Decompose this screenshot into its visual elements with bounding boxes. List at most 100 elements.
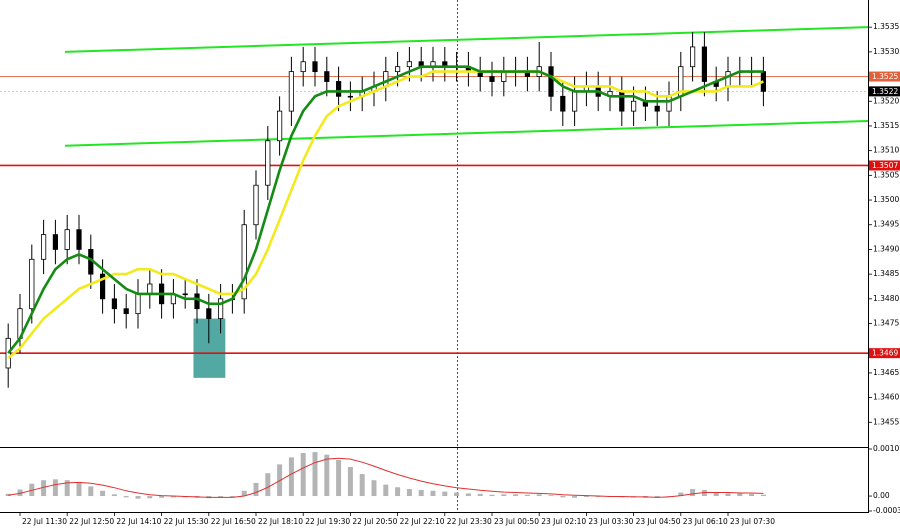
candle-body [217,298,224,319]
macd-signal [8,457,764,498]
price-tag-label: 1.3525 [872,72,898,81]
y-tick-label: 1.3455 [873,417,899,426]
candle-body [123,308,129,315]
macd-bar [170,496,176,498]
y-tick-label: 1.3465 [873,368,899,377]
candle-body [41,234,47,260]
x-tick-label: 23 Jul 00:50 [494,517,539,526]
x-tick-label: 22 Jul 20:50 [352,517,397,526]
candle-body [182,293,188,296]
y-tick-label: 0.00107 [873,444,900,453]
macd-bar [371,480,377,497]
candle-body [111,298,117,310]
macd-bar [159,496,165,498]
x-tick-label: 23 Jul 06:10 [683,517,728,526]
macd-bar [536,494,542,497]
x-tick-label: 23 Jul 07:30 [730,517,775,526]
candle-body [312,61,318,73]
candle-body [619,90,625,112]
candle-body [654,105,660,112]
y-tick-label: -0.00034 [873,506,900,515]
macd-bar [406,489,412,497]
macd-bar [737,493,743,497]
macd-bar [548,495,554,497]
x-tick-label: 22 Jul 14:10 [116,517,161,526]
macd-bar [100,490,106,497]
macd-bar [442,491,448,497]
candle-body [666,95,672,112]
candle-body [29,258,35,310]
macd-bar [678,492,684,497]
macd-bar [88,486,94,497]
y-tick-label: 1.3535 [873,22,899,31]
candle-body [335,81,342,97]
y-tick-label: 1.3510 [873,146,899,155]
y-tick-label: 1.3485 [873,269,899,278]
candle-body [690,46,696,68]
macd-bar [359,474,365,497]
macd-bar [430,490,436,497]
x-tick-label: 22 Jul 22:10 [400,517,445,526]
macd-bar [111,494,117,497]
candle-body [288,71,295,112]
candle-body [194,293,200,310]
macd-bar [572,496,578,498]
x-tick-label: 22 Jul 18:10 [258,517,303,526]
price-tag-label: 1.3469 [872,349,898,358]
x-tick-label: 22 Jul 15:30 [164,517,209,526]
moving-average [7,70,764,360]
candle-body [276,110,283,142]
macd-bar [347,467,353,497]
candle-body [394,66,401,73]
macd-bar [465,493,471,497]
candle-body [253,184,259,226]
macd-bar [253,482,259,497]
y-tick-label: 1.3490 [873,244,899,253]
highlight-zone [193,318,226,378]
candle-body [631,100,637,112]
y-tick-label: 1.3520 [873,96,899,105]
macd-bar [395,487,401,497]
y-tick-label: 1.3530 [873,47,899,56]
macd-bar [17,489,23,497]
x-tick-label: 22 Jul 12:50 [69,517,114,526]
candle-body [64,229,70,250]
y-tick-label: 1.3480 [873,294,899,303]
macd-bar [725,493,731,497]
macd-bar [477,493,483,497]
y-tick-label: 0.00 [873,491,890,500]
candle-body [548,66,554,97]
macd-bar [690,489,696,497]
price-tag [869,86,900,97]
x-tick-label: 22 Jul 16:50 [211,517,256,526]
price-tag-label: 1.3507 [872,161,898,170]
y-tick-label: 1.3515 [873,121,899,130]
candle-body [406,61,413,68]
macd-bar [123,496,129,498]
macd-bar [560,496,566,498]
candle-body [572,90,578,112]
x-tick-label: 22 Jul 19:30 [305,517,350,526]
macd-bar [229,496,235,497]
x-tick-label: 23 Jul 03:30 [588,517,633,526]
x-tick-label: 22 Jul 11:30 [22,517,67,526]
moving-average [7,65,764,355]
candle-body [100,273,106,300]
macd-bar [760,494,766,497]
price-tag [869,71,900,82]
macd-bar [41,480,47,497]
macd-bar [64,480,70,497]
candle-body [265,140,271,186]
macd-bar [501,494,507,497]
trend-line [64,120,869,147]
macd-bar [524,494,530,497]
macd-bar [300,452,306,497]
macd-bar [147,496,153,499]
candle-body [560,95,566,112]
price-tag-label: 1.3522 [872,87,898,96]
price-tag [869,160,900,171]
candle-body [701,46,708,82]
candle-body [347,95,354,98]
